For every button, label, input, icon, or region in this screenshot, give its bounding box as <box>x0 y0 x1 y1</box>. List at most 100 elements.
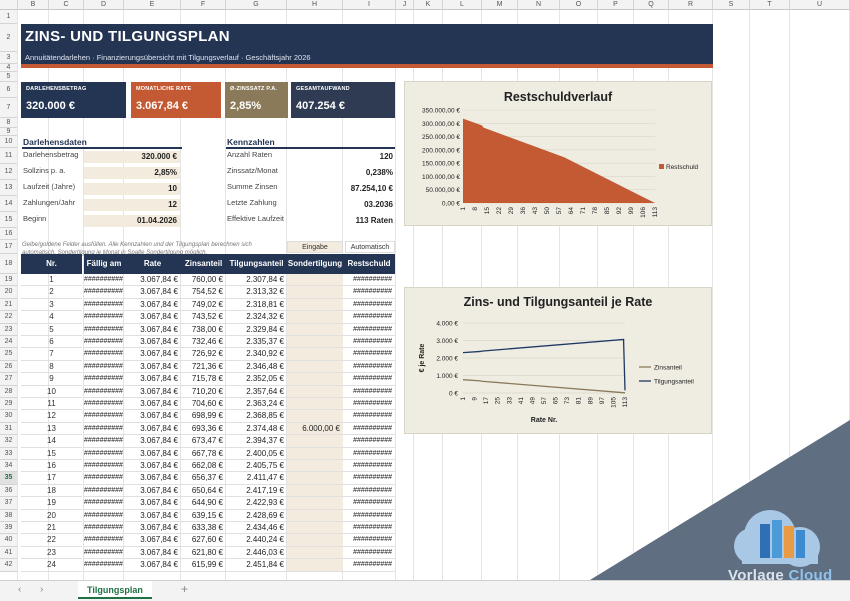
table-header-5[interactable]: Tilgungsanteil <box>226 254 287 274</box>
table-cell-due[interactable]: ########## <box>84 299 124 312</box>
table-cell-due[interactable]: ########## <box>84 460 124 473</box>
table-cell-tilgung[interactable]: 2.440,24 € <box>226 534 287 547</box>
table-cell-sondertilgung[interactable]: 6.000,00 € <box>287 422 343 436</box>
table-cell-restschuld[interactable]: ########## <box>343 386 395 398</box>
column-header-k[interactable]: K <box>414 0 443 10</box>
table-cell-due[interactable]: ########## <box>84 361 124 374</box>
table-cell-due[interactable]: ########## <box>84 534 124 547</box>
table-cell-tilgung[interactable]: 2.340,92 € <box>226 348 287 361</box>
table-cell-zins[interactable]: 667,78 € <box>181 448 226 460</box>
table-cell-sondertilgung[interactable] <box>287 286 343 299</box>
table-cell-restschuld[interactable]: ########## <box>343 361 395 374</box>
table-cell-tilgung[interactable]: 2.335,37 € <box>226 336 287 349</box>
table-cell-nr[interactable]: 20 <box>21 510 82 522</box>
table-cell-nr[interactable]: 12 <box>21 410 82 423</box>
spreadsheet-area[interactable]: ABCDEFGHIJKLMNOPQRSTU 123456789101112131… <box>0 0 850 580</box>
table-cell-tilgung[interactable]: 2.417,19 € <box>226 485 287 498</box>
table-cell-rate[interactable]: 3.067,84 € <box>124 559 181 572</box>
column-header-j[interactable]: J <box>396 0 414 10</box>
table-cell-tilgung[interactable]: 2.434,46 € <box>226 522 287 535</box>
table-cell-restschuld[interactable]: ########## <box>343 435 395 448</box>
table-cell-restschuld[interactable]: ########## <box>343 299 395 312</box>
table-cell-tilgung[interactable]: 2.318,81 € <box>226 299 287 312</box>
table-cell-sondertilgung[interactable] <box>287 534 343 547</box>
table-cell-due[interactable]: ########## <box>84 510 124 522</box>
table-cell-nr[interactable]: 19 <box>21 497 82 510</box>
column-header-q[interactable]: Q <box>634 0 669 10</box>
table-cell-due[interactable]: ########## <box>84 311 124 324</box>
table-cell-tilgung[interactable]: 2.446,03 € <box>226 547 287 560</box>
column-header-t[interactable]: T <box>750 0 790 10</box>
table-cell-due[interactable]: ########## <box>84 386 124 398</box>
table-cell-sondertilgung[interactable] <box>287 522 343 535</box>
table-cell-tilgung[interactable]: 2.329,84 € <box>226 324 287 336</box>
loan-value-4[interactable]: 12 <box>84 199 180 211</box>
table-cell-zins[interactable]: 721,36 € <box>181 361 226 374</box>
table-cell-zins[interactable]: 615,99 € <box>181 559 226 572</box>
table-cell-rate[interactable]: 3.067,84 € <box>124 485 181 498</box>
table-cell-tilgung[interactable]: 2.451,84 € <box>226 559 287 572</box>
table-cell-tilgung[interactable]: 2.428,69 € <box>226 510 287 522</box>
table-cell-nr[interactable]: 3 <box>21 299 82 312</box>
table-cell-zins[interactable]: 732,46 € <box>181 336 226 349</box>
corner-cell[interactable] <box>0 0 18 10</box>
table-cell-sondertilgung[interactable] <box>287 497 343 510</box>
table-cell-nr[interactable]: 10 <box>21 386 82 398</box>
table-cell-sondertilgung[interactable] <box>287 274 343 287</box>
table-header-3[interactable]: Rate <box>124 254 181 274</box>
table-cell-sondertilgung[interactable] <box>287 398 343 411</box>
table-cell-restschuld[interactable]: ########## <box>343 311 395 324</box>
table-cell-nr[interactable]: 1 <box>21 274 82 287</box>
table-cell-rate[interactable]: 3.067,84 € <box>124 373 181 386</box>
table-cell-sondertilgung[interactable] <box>287 298 343 312</box>
table-cell-sondertilgung[interactable] <box>287 447 343 460</box>
table-cell-restschuld[interactable]: ########## <box>343 348 395 361</box>
table-cell-restschuld[interactable]: ########## <box>343 336 395 349</box>
table-cell-tilgung[interactable]: 2.313,32 € <box>226 286 287 299</box>
table-cell-sondertilgung[interactable] <box>287 435 343 448</box>
table-cell-tilgung[interactable]: 2.357,64 € <box>226 386 287 398</box>
table-cell-rate[interactable]: 3.067,84 € <box>124 472 181 485</box>
table-cell-zins[interactable]: 743,52 € <box>181 311 226 324</box>
table-cell-nr[interactable]: 8 <box>21 361 82 374</box>
loan-value-3[interactable]: 10 <box>84 183 180 195</box>
table-cell-sondertilgung[interactable] <box>287 360 343 374</box>
table-cell-restschuld[interactable]: ########## <box>343 485 395 498</box>
table-cell-due[interactable]: ########## <box>84 497 124 510</box>
table-cell-nr[interactable]: 17 <box>21 472 82 485</box>
table-cell-nr[interactable]: 15 <box>21 448 82 460</box>
loan-value-5[interactable]: 01.04.2026 <box>84 215 180 227</box>
table-cell-rate[interactable]: 3.067,84 € <box>124 423 181 436</box>
table-cell-due[interactable]: ########## <box>84 348 124 361</box>
table-cell-sondertilgung[interactable] <box>287 484 343 498</box>
table-cell-rate[interactable]: 3.067,84 € <box>124 435 181 448</box>
table-cell-sondertilgung[interactable] <box>287 410 343 423</box>
table-cell-zins[interactable]: 710,20 € <box>181 386 226 398</box>
column-header-r[interactable]: R <box>669 0 713 10</box>
table-cell-due[interactable]: ########## <box>84 286 124 299</box>
table-cell-due[interactable]: ########## <box>84 324 124 336</box>
table-cell-nr[interactable]: 14 <box>21 435 82 448</box>
table-cell-rate[interactable]: 3.067,84 € <box>124 361 181 374</box>
table-cell-zins[interactable]: 704,60 € <box>181 398 226 411</box>
table-cell-nr[interactable]: 21 <box>21 522 82 535</box>
table-cell-rate[interactable]: 3.067,84 € <box>124 522 181 535</box>
table-cell-sondertilgung[interactable] <box>287 323 343 336</box>
table-cell-due[interactable]: ########## <box>84 485 124 498</box>
table-cell-nr[interactable]: 5 <box>21 324 82 336</box>
table-cell-tilgung[interactable]: 2.411,47 € <box>226 472 287 485</box>
table-cell-restschuld[interactable]: ########## <box>343 410 395 423</box>
table-cell-rate[interactable]: 3.067,84 € <box>124 510 181 522</box>
table-cell-zins[interactable]: 738,00 € <box>181 324 226 336</box>
table-cell-nr[interactable]: 13 <box>21 423 82 436</box>
table-cell-sondertilgung[interactable] <box>287 373 343 386</box>
table-cell-due[interactable]: ########## <box>84 398 124 411</box>
table-cell-due[interactable]: ########## <box>84 423 124 436</box>
chart-restschuld[interactable]: Restschuldverlauf 0,00 € 50.000,00 € 100.0… <box>404 81 712 226</box>
column-header-s[interactable]: S <box>713 0 750 10</box>
table-cell-restschuld[interactable]: ########## <box>343 472 395 485</box>
column-header-e[interactable]: E <box>124 0 181 10</box>
table-cell-nr[interactable]: 23 <box>21 547 82 560</box>
column-header-h[interactable]: H <box>287 0 343 10</box>
table-cell-nr[interactable]: 6 <box>21 336 82 349</box>
